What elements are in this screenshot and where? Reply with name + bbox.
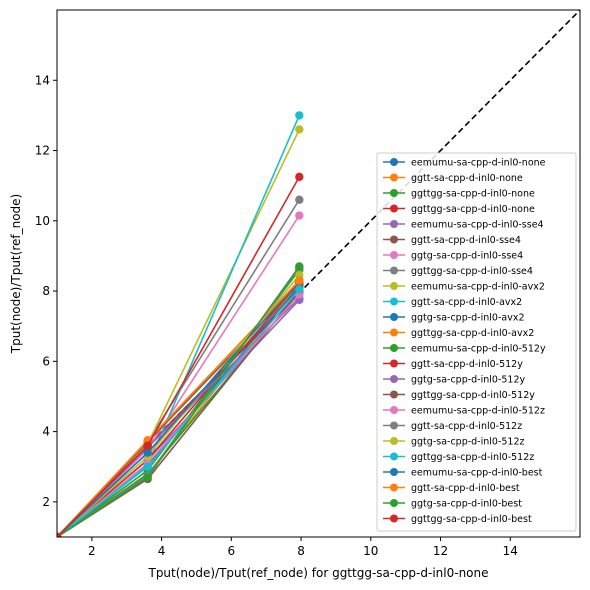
legend-swatch-marker	[390, 483, 398, 492]
legend-swatch-marker	[390, 220, 398, 228]
x-tick-label: 2	[88, 544, 96, 558]
legend-swatch-marker	[390, 158, 398, 166]
legend-swatch-marker	[390, 499, 398, 507]
data-point	[295, 195, 304, 204]
y-axis-label: Tput(node)/Tput(ref_node)	[9, 194, 23, 354]
data-point	[295, 125, 304, 134]
y-tick-label: 2	[42, 495, 50, 509]
legend-entry: ggttgg-sa-cpp-d-inl0-avx2	[411, 328, 534, 339]
legend-swatch-marker	[390, 344, 398, 352]
legend-swatch-marker	[390, 514, 398, 523]
y-tick-label: 10	[35, 214, 50, 228]
legend-entry: eemumu-sa-cpp-d-inl0-none	[411, 158, 546, 169]
legend-swatch-marker	[390, 251, 398, 259]
legend-entry: eemumu-sa-cpp-d-inl0-512z	[411, 406, 545, 417]
legend-box	[376, 152, 577, 532]
legend-entry: ggttgg-sa-cpp-d-inl0-512y	[411, 390, 535, 401]
data-point	[295, 262, 304, 271]
data-point	[295, 276, 304, 285]
data-point	[57, 532, 62, 537]
legend-swatch-marker	[390, 328, 398, 337]
x-axis-label: Tput(node)/Tput(ref_node) for ggttgg-sa-…	[147, 566, 488, 580]
legend-entry: ggttgg-sa-cpp-d-inl0-best	[411, 514, 532, 525]
legend-swatch-marker	[390, 359, 398, 368]
series-layer	[57, 111, 304, 537]
legend-swatch-marker	[390, 282, 398, 290]
data-point	[295, 285, 304, 294]
y-tick-label: 6	[42, 354, 50, 368]
legend-swatch-marker	[390, 235, 398, 244]
legend-swatch-marker	[390, 468, 398, 476]
data-point	[143, 473, 152, 482]
legend-entry: ggttgg-sa-cpp-d-inl0-none	[411, 189, 535, 200]
legend-swatch-marker	[390, 189, 398, 197]
x-tick-label: 14	[503, 544, 518, 558]
y-tick-label: 12	[35, 144, 50, 158]
legend-swatch-marker	[390, 437, 398, 445]
legend-swatch-marker	[390, 421, 398, 430]
legend-swatch-marker	[390, 297, 398, 306]
legend-entry: eemumu-sa-cpp-d-inl0-sse4	[411, 220, 544, 231]
legend-entry: ggtt-sa-cpp-d-inl0-best	[411, 483, 520, 494]
y-tick-label: 4	[42, 425, 50, 439]
legend-entry: ggtt-sa-cpp-d-inl0-512y	[411, 359, 523, 370]
legend: eemumu-sa-cpp-d-inl0-none ggtt-sa-cpp-d-i…	[376, 152, 577, 532]
x-tick-label: 12	[433, 544, 448, 558]
y-tick-label: 14	[35, 73, 50, 87]
legend-swatch-marker	[390, 313, 398, 321]
legend-entry: eemumu-sa-cpp-d-inl0-512y	[411, 344, 546, 355]
data-point	[295, 211, 304, 220]
legend-swatch-marker	[390, 266, 398, 275]
data-point	[143, 441, 152, 450]
data-point	[143, 462, 152, 471]
legend-swatch-marker	[390, 173, 398, 182]
legend-swatch-marker	[390, 406, 398, 414]
legend-entry: ggtg-sa-cpp-d-inl0-512z	[411, 437, 525, 448]
x-tick-label: 4	[158, 544, 166, 558]
x-axis-ticks: 2 4 6 8 10 12 14	[88, 537, 518, 558]
legend-swatch-marker	[390, 452, 398, 461]
legend-swatch-marker	[390, 204, 398, 213]
legend-entry: ggtt-sa-cpp-d-inl0-sse4	[411, 235, 521, 246]
legend-entry: eemumu-sa-cpp-d-inl0-avx2	[411, 282, 545, 293]
x-tick-label: 6	[228, 544, 236, 558]
legend-entry: ggtg-sa-cpp-d-inl0-best	[411, 499, 522, 510]
legend-swatch-marker	[390, 390, 398, 399]
y-tick-label: 8	[42, 284, 50, 298]
plot-frame	[56, 9, 581, 538]
legend-entry: ggtt-sa-cpp-d-inl0-avx2	[411, 297, 522, 308]
data-point	[295, 172, 304, 182]
legend-entry: ggttgg-sa-cpp-d-inl0-none	[411, 204, 535, 215]
legend-entry: ggtt-sa-cpp-d-inl0-512z	[411, 421, 522, 432]
legend-entry: ggttgg-sa-cpp-d-inl0-512z	[411, 452, 534, 463]
x-tick-label: 8	[297, 544, 305, 558]
legend-swatch-marker	[390, 375, 398, 383]
legend-entry: ggtg-sa-cpp-d-inl0-avx2	[411, 313, 525, 324]
legend-entry: eemumu-sa-cpp-d-inl0-best	[411, 468, 543, 479]
data-point	[295, 111, 304, 120]
legend-entry: ggttgg-sa-cpp-d-inl0-sse4	[411, 266, 533, 277]
legend-entry: ggtt-sa-cpp-d-inl0-none	[411, 173, 523, 184]
data-point	[143, 448, 152, 457]
x-tick-label: 10	[363, 544, 378, 558]
y-axis-ticks: 2 4 6 8 10 12 14	[35, 73, 57, 509]
legend-entry: ggtg-sa-cpp-d-inl0-sse4	[411, 251, 523, 262]
legend-entry: ggtg-sa-cpp-d-inl0-512y	[411, 375, 526, 386]
